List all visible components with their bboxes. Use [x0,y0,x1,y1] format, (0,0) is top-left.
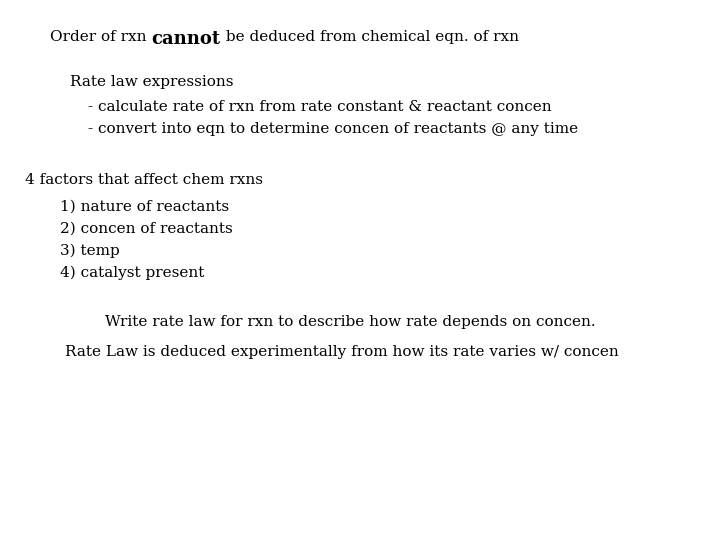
Text: - convert into eqn to determine concen of reactants @ any time: - convert into eqn to determine concen o… [88,122,578,136]
Text: Rate law expressions: Rate law expressions [70,75,233,89]
Text: 4 factors that affect chem rxns: 4 factors that affect chem rxns [25,173,263,187]
Text: be deduced from chemical eqn. of rxn: be deduced from chemical eqn. of rxn [220,30,518,44]
Text: 1) nature of reactants: 1) nature of reactants [60,200,229,214]
Text: Rate Law is deduced experimentally from how its rate varies w/ concen: Rate Law is deduced experimentally from … [65,345,618,359]
Text: - calculate rate of rxn from rate constant & reactant concen: - calculate rate of rxn from rate consta… [88,100,552,114]
Text: Write rate law for rxn to describe how rate depends on concen.: Write rate law for rxn to describe how r… [105,315,595,329]
Text: cannot: cannot [151,30,220,48]
Text: 2) concen of reactants: 2) concen of reactants [60,222,233,236]
Text: 4) catalyst present: 4) catalyst present [60,266,204,280]
Text: 3) temp: 3) temp [60,244,120,259]
Text: Order of rxn: Order of rxn [50,30,151,44]
